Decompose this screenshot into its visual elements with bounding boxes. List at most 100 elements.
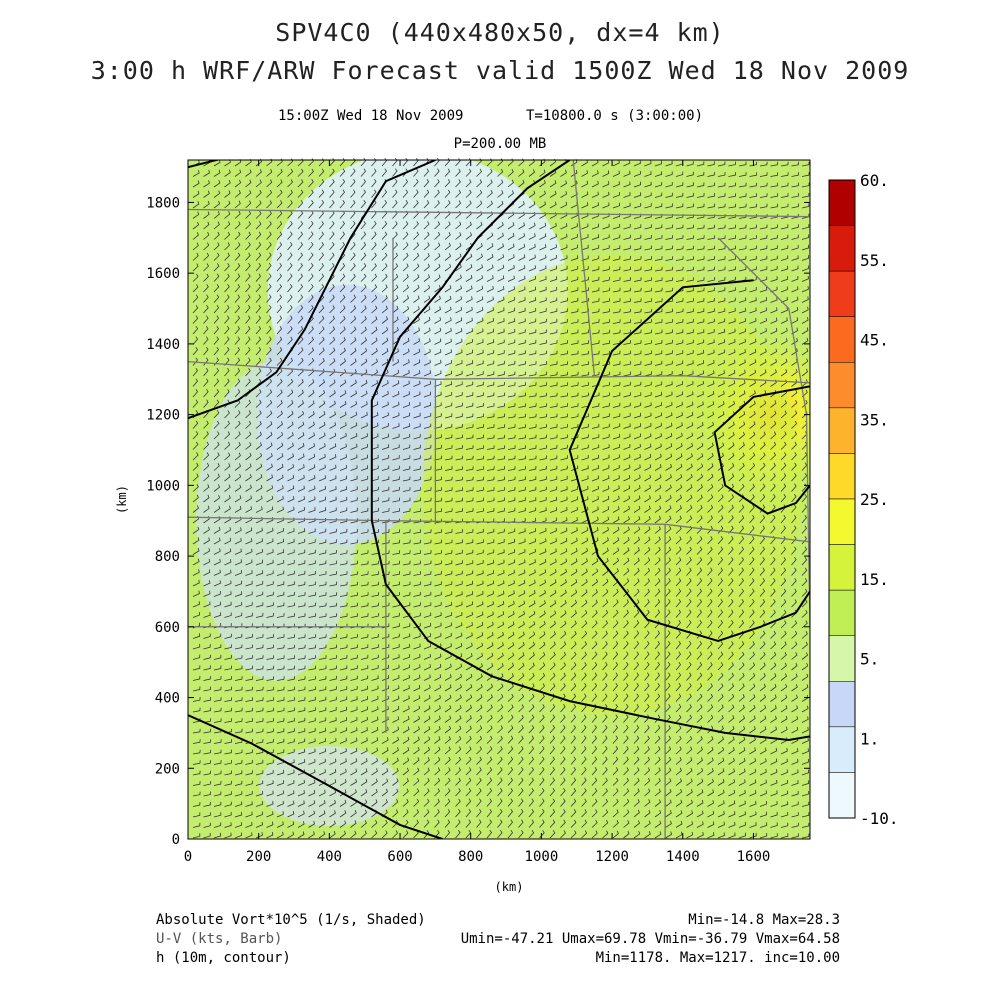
wind-barb (392, 581, 400, 587)
wind-barb (686, 360, 694, 366)
wind-barb (476, 466, 485, 471)
wind-barb (518, 538, 526, 545)
wind-barb (455, 392, 463, 398)
wind-barb (213, 739, 222, 744)
wind-barb (654, 505, 662, 513)
wind-barb (581, 191, 589, 198)
wind-barb (423, 746, 430, 755)
wind-barb (528, 392, 537, 398)
wind-barb (192, 547, 200, 555)
wind-barb (759, 525, 765, 534)
wind-barb (371, 592, 379, 597)
contour-stats: Min=1178. Max=1217. inc=10.00 (595, 950, 840, 966)
wind-barb (245, 378, 251, 387)
wind-barb (318, 158, 325, 167)
wind-barb (759, 673, 766, 681)
wind-barb (686, 557, 692, 566)
wind-barb (791, 317, 799, 324)
wind-barb (696, 442, 704, 450)
wind-barb (465, 549, 474, 555)
wind-barb (633, 693, 640, 702)
wind-barb (696, 736, 703, 744)
wind-barb (423, 476, 432, 482)
wind-barb (738, 757, 746, 765)
wind-barb (497, 662, 504, 671)
wind-barb (507, 693, 514, 702)
wind-barb (675, 788, 683, 797)
wind-barb (192, 558, 200, 566)
wind-barb (633, 809, 640, 818)
wind-barb (644, 599, 650, 608)
wind-barb (791, 203, 799, 209)
wind-barb (329, 305, 335, 314)
wind-barb (213, 537, 221, 545)
wind-barb (686, 256, 695, 261)
wind-barb (770, 758, 778, 765)
wind-barb (297, 738, 306, 744)
wind-barb (623, 703, 629, 713)
wind-barb (308, 769, 316, 776)
wind-barb (560, 318, 568, 324)
wind-barb (665, 329, 673, 335)
wind-barb (192, 611, 200, 618)
wind-barb (633, 735, 640, 744)
wind-barb (696, 672, 703, 681)
wind-barb (717, 411, 725, 419)
wind-barb (192, 822, 201, 828)
wind-barb (675, 588, 682, 597)
wind-barb (644, 392, 652, 398)
wind-barb (465, 704, 472, 713)
wind-barb (455, 338, 463, 345)
wind-barb (791, 620, 798, 629)
wind-barb (686, 767, 693, 776)
wind-barb (717, 318, 726, 324)
wind-barb (633, 454, 641, 461)
wind-barb (423, 529, 432, 534)
wind-barb (612, 159, 620, 167)
wind-barb (570, 297, 579, 303)
wind-barb (255, 832, 263, 839)
wind-barb (539, 190, 546, 198)
wind-barb (675, 735, 682, 744)
wind-barb (654, 820, 662, 828)
wind-barb (255, 707, 264, 713)
wind-barb (759, 452, 766, 461)
wind-barb (770, 400, 777, 408)
wind-barb (665, 224, 673, 230)
wind-barb (423, 819, 430, 828)
colorbar-swatch (828, 681, 856, 728)
wind-barb (255, 591, 264, 597)
wind-barb (465, 466, 474, 471)
wind-barb (612, 547, 620, 555)
wind-barb (192, 221, 200, 230)
wind-barb (213, 569, 221, 576)
wind-barb (759, 276, 768, 282)
wind-barb (539, 745, 545, 755)
wind-barb (203, 728, 212, 734)
wind-barb (234, 811, 243, 818)
wind-barb (707, 442, 714, 450)
wind-barb (192, 590, 200, 597)
wind-barb (633, 640, 640, 650)
wind-barb (255, 421, 262, 429)
wind-barb (623, 557, 630, 566)
wind-barb (276, 463, 284, 471)
wind-barb (780, 588, 787, 597)
wind-barb (192, 675, 201, 681)
wind-barb (728, 641, 734, 650)
wind-barb (675, 693, 682, 702)
wind-barb (518, 382, 526, 387)
wind-barb (749, 726, 756, 734)
wind-barb (486, 601, 494, 608)
wind-barb (633, 224, 642, 230)
wind-barb (507, 621, 515, 629)
wind-barb (308, 810, 316, 818)
wind-barb (759, 369, 767, 377)
wind-barb (759, 224, 768, 230)
wind-barb (318, 800, 326, 807)
wind-barb (644, 831, 651, 839)
wind-barb (308, 189, 314, 198)
wind-barb (413, 284, 420, 293)
wind-barb (675, 525, 682, 534)
wind-barb (749, 307, 757, 314)
